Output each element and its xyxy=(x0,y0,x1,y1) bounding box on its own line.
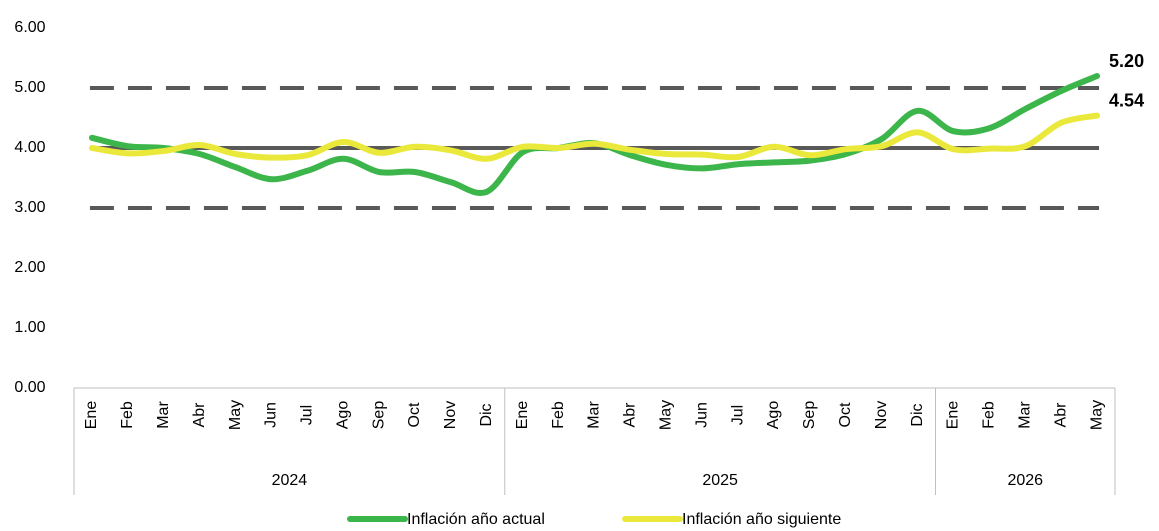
x-tick-label: May xyxy=(1088,400,1105,430)
x-tick-label: Mar xyxy=(155,401,172,429)
x-tick-label: Abr xyxy=(1052,402,1069,428)
x-tick-label: Abr xyxy=(191,402,208,428)
x-tick-label: Mar xyxy=(586,401,603,429)
x-tick-label: Jul xyxy=(729,405,746,425)
series-line xyxy=(88,112,1101,162)
x-tick-label: Mar xyxy=(1016,401,1033,429)
x-tick-label: Oct xyxy=(406,402,423,427)
value-label: 4.54 xyxy=(1109,90,1144,110)
x-tick-label: Nov xyxy=(873,401,890,429)
series-line xyxy=(88,73,1101,196)
x-tick-label: Dic xyxy=(478,403,495,426)
x-tick-label: Ene xyxy=(514,401,531,430)
group-label: 2026 xyxy=(1007,472,1043,489)
value-label: 5.20 xyxy=(1109,51,1144,71)
x-tick-label: Ago xyxy=(765,401,782,430)
y-tick-label: 0.00 xyxy=(14,379,45,396)
x-tick-label: Jul xyxy=(299,405,316,425)
x-tick-label: Oct xyxy=(837,402,854,427)
x-tick-label: Abr xyxy=(622,402,639,428)
x-tick-label: Ene xyxy=(945,401,962,430)
x-tick-label: May xyxy=(658,400,675,430)
x-tick-label: Sep xyxy=(370,401,387,430)
x-tick-label: Sep xyxy=(801,401,818,430)
x-tick-label: Ene xyxy=(83,401,100,430)
x-tick-label: Feb xyxy=(119,401,136,429)
y-tick-label: 3.00 xyxy=(14,199,45,216)
x-tick-label: Ago xyxy=(334,401,351,430)
legend-label: Inflación año siguiente xyxy=(682,511,841,528)
x-tick-label: Dic xyxy=(909,403,926,426)
x-tick-label: Jun xyxy=(263,402,280,428)
group-label: 2025 xyxy=(702,472,738,489)
x-tick-label: Feb xyxy=(550,401,567,429)
x-tick-label: May xyxy=(227,400,244,430)
y-tick-label: 6.00 xyxy=(14,19,45,36)
x-tick-label: Nov xyxy=(442,401,459,429)
group-label: 2024 xyxy=(272,472,308,489)
y-tick-label: 1.00 xyxy=(14,319,45,336)
y-tick-label: 5.00 xyxy=(14,79,45,96)
y-tick-label: 4.00 xyxy=(14,139,45,156)
y-tick-label: 2.00 xyxy=(14,259,45,276)
legend-label: Inflación año actual xyxy=(407,511,545,528)
x-tick-label: Jun xyxy=(693,402,710,428)
x-tick-label: Feb xyxy=(981,401,998,429)
